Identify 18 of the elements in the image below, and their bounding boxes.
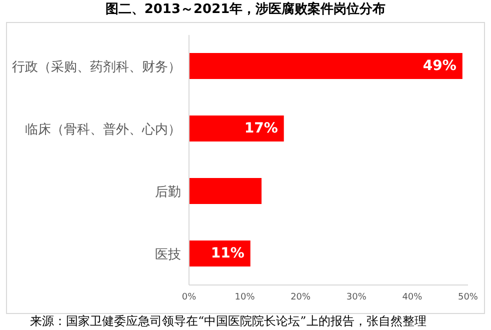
bar — [189, 53, 462, 79]
x-tick-label: 20% — [290, 292, 312, 302]
y-tick-label: 行政（采购、药剂科、财务） — [12, 58, 181, 75]
data-label: 11% — [210, 246, 244, 262]
y-tick-label: 医技 — [155, 247, 181, 262]
x-tick-label: 30% — [346, 292, 367, 302]
chart-title: 图二、2013～2021年，涉医腐败案件岗位分布 — [104, 0, 387, 19]
y-tick-label: 后勤 — [155, 184, 181, 200]
source-note: 来源：国家卫健委应急司领导在“中国医院院长论坛”上的报告，张自然整理 — [30, 313, 426, 330]
bar — [189, 178, 262, 204]
data-label: 49% — [422, 58, 456, 74]
x-tick-label: 50% — [458, 292, 478, 302]
y-tick-label: 临床（骨科、普外、心内） — [25, 121, 181, 138]
x-tick-label: 10% — [234, 292, 256, 302]
bar — [189, 116, 284, 142]
data-label: 17% — [244, 120, 278, 136]
x-tick-label: 40% — [402, 292, 423, 302]
x-tick-label: 0% — [182, 292, 197, 302]
